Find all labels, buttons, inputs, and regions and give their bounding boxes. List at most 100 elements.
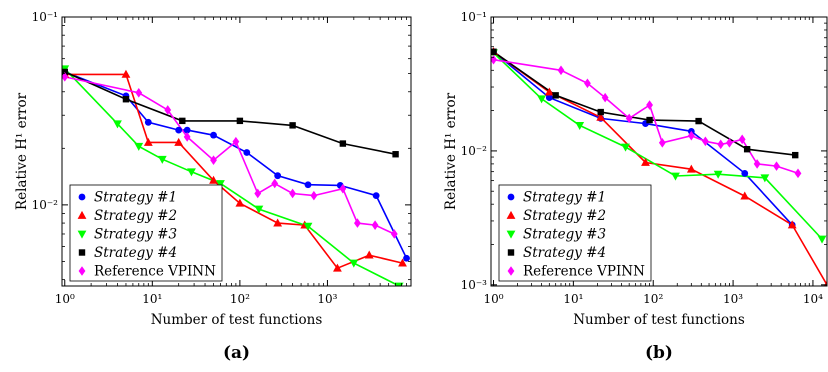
data-point bbox=[738, 134, 746, 145]
data-point bbox=[726, 137, 733, 148]
legend-label: Strategy #3 bbox=[94, 227, 177, 243]
axes-frame bbox=[490, 16, 828, 287]
x-tick-label: 10¹ bbox=[142, 292, 162, 306]
legend-marker bbox=[507, 193, 515, 201]
series-line-2 bbox=[492, 52, 823, 240]
data-point bbox=[743, 145, 751, 153]
data-point bbox=[787, 220, 797, 229]
data-point bbox=[333, 263, 342, 272]
data-point bbox=[216, 180, 225, 189]
data-point bbox=[122, 96, 130, 103]
data-point bbox=[686, 164, 696, 173]
plot-area bbox=[62, 65, 410, 286]
data-point bbox=[135, 87, 143, 98]
data-point bbox=[394, 282, 404, 286]
data-point bbox=[271, 178, 279, 189]
legend-item: Reference VPINN bbox=[507, 264, 645, 280]
data-point bbox=[741, 169, 749, 177]
x-tick-label: 10³ bbox=[317, 292, 337, 306]
legend-marker bbox=[78, 193, 86, 201]
data-point bbox=[187, 168, 196, 177]
series-line-4 bbox=[64, 76, 395, 235]
data-point bbox=[143, 137, 153, 146]
legend-marker bbox=[77, 210, 87, 219]
data-point bbox=[210, 131, 217, 139]
data-point bbox=[792, 151, 799, 159]
x-tick-label: 10¹ bbox=[563, 292, 583, 306]
data-point bbox=[701, 136, 709, 147]
legend-item: Strategy #1 bbox=[78, 190, 177, 206]
legend-marker bbox=[78, 249, 86, 256]
data-point bbox=[596, 112, 606, 121]
legend: Strategy #1 Strategy #2 Strategy #3 Strateg… bbox=[498, 184, 652, 282]
legend-label: Reference VPINN bbox=[523, 264, 645, 280]
data-point bbox=[601, 92, 609, 103]
legend-box bbox=[498, 184, 652, 282]
legend-label: Strategy #4 bbox=[94, 245, 177, 261]
series-markers-4 bbox=[62, 72, 398, 239]
data-point bbox=[584, 78, 591, 89]
series-markers-3 bbox=[491, 48, 799, 159]
y-tick-label: 10⁻¹ bbox=[32, 10, 58, 24]
data-point bbox=[254, 188, 262, 199]
data-point bbox=[760, 174, 770, 183]
data-point bbox=[174, 137, 184, 146]
data-point bbox=[658, 137, 666, 148]
x-axis-label: Number of test functions bbox=[151, 312, 323, 328]
data-point bbox=[289, 122, 296, 129]
legend-marker bbox=[507, 249, 515, 256]
y-tick-label: 10⁻² bbox=[32, 198, 59, 212]
data-point bbox=[552, 92, 559, 99]
plot-area bbox=[491, 47, 827, 286]
legend-item: Strategy #3 bbox=[506, 227, 606, 243]
x-tick-label: 10³ bbox=[723, 292, 743, 306]
data-point bbox=[339, 183, 347, 194]
data-point bbox=[646, 116, 653, 124]
y-tick-label: 10⁻¹ bbox=[461, 10, 487, 24]
data-point bbox=[289, 188, 297, 199]
data-point bbox=[575, 122, 585, 131]
data-point bbox=[179, 117, 186, 125]
data-point bbox=[243, 149, 251, 156]
y-tick-label: 10⁻² bbox=[461, 144, 488, 158]
data-point bbox=[303, 222, 313, 231]
legend-label: Strategy #1 bbox=[523, 190, 606, 206]
minor-ticks bbox=[491, 17, 827, 286]
data-point bbox=[157, 155, 167, 164]
data-point bbox=[491, 48, 497, 55]
data-point bbox=[62, 68, 68, 76]
legend-marker bbox=[78, 266, 86, 276]
legend-marker bbox=[507, 266, 515, 276]
panel-label: (b) bbox=[645, 343, 673, 363]
y-axis-label: Relative H¹ error bbox=[14, 92, 30, 210]
legend-box bbox=[69, 184, 223, 282]
data-point bbox=[687, 130, 695, 141]
data-point bbox=[210, 155, 217, 165]
data-point bbox=[372, 192, 380, 200]
series-markers-3 bbox=[62, 68, 399, 158]
data-point bbox=[537, 95, 546, 104]
data-point bbox=[621, 143, 630, 152]
legend-item: Strategy #3 bbox=[77, 227, 177, 243]
series-line-0 bbox=[64, 71, 408, 259]
data-point bbox=[671, 172, 680, 181]
data-point bbox=[62, 72, 69, 82]
data-point bbox=[713, 170, 723, 179]
x-tick-label: 10⁴ bbox=[803, 292, 823, 306]
data-point bbox=[390, 229, 398, 239]
data-point bbox=[398, 258, 407, 267]
panel-a: 10⁰ 10¹ 10² 10³ 10⁻² 10⁻¹ Number of test funct… bbox=[14, 10, 412, 363]
data-point bbox=[235, 198, 245, 207]
x-tick-label: 10² bbox=[230, 292, 250, 306]
data-point bbox=[232, 136, 240, 147]
data-point bbox=[403, 254, 410, 262]
data-point bbox=[175, 126, 183, 134]
data-point bbox=[544, 87, 554, 96]
legend-item: Strategy #4 bbox=[507, 245, 606, 261]
legend-marker bbox=[506, 210, 516, 219]
data-point bbox=[254, 205, 264, 214]
legend-item: Strategy #1 bbox=[507, 190, 606, 206]
data-point bbox=[113, 120, 122, 129]
data-point bbox=[183, 132, 191, 142]
data-point bbox=[646, 100, 653, 110]
